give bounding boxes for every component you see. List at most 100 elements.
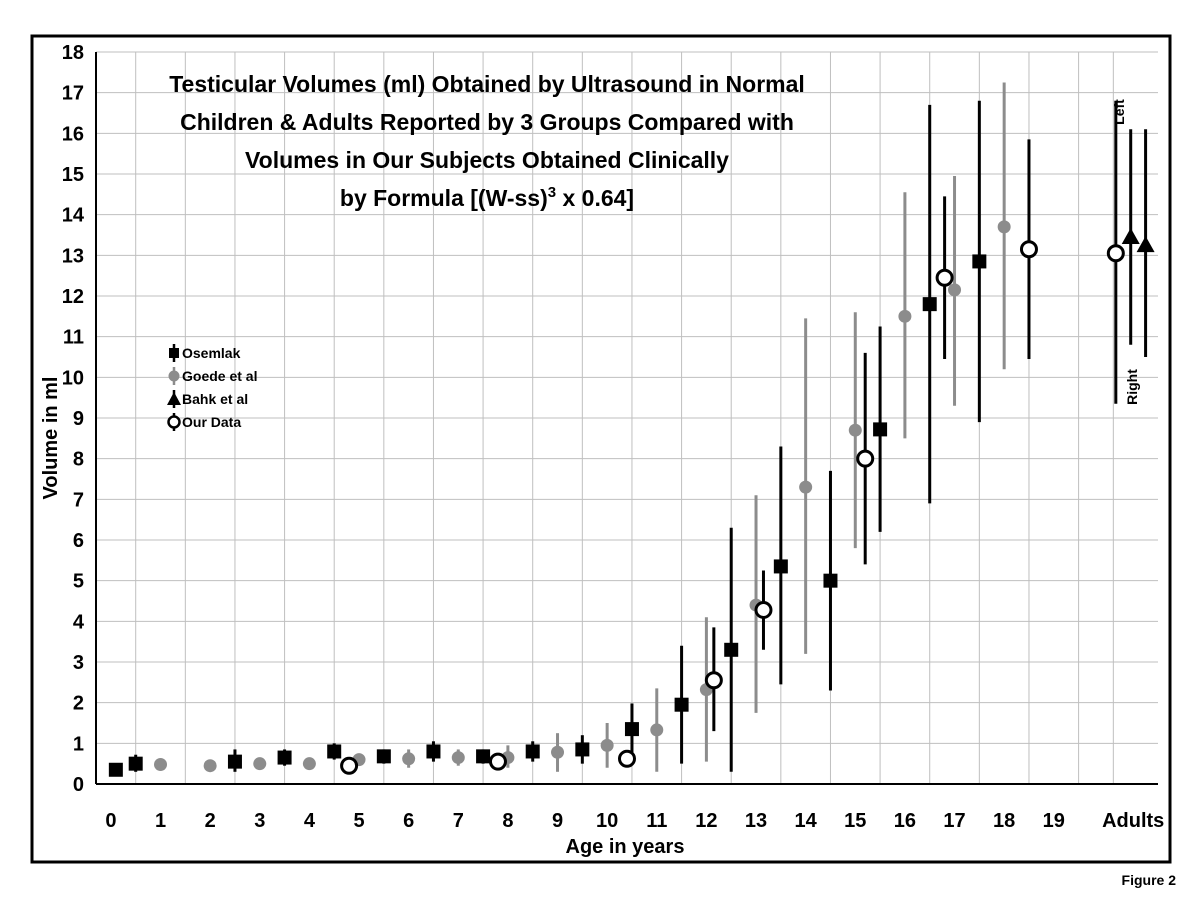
osemlak-point: [108, 762, 123, 777]
goede-point: [154, 757, 168, 771]
x-axis-title: Age in years: [566, 836, 685, 858]
goede-point: [898, 309, 912, 323]
osemlak-point: [773, 559, 788, 574]
y-tick-label: 3: [73, 652, 84, 674]
bahk-point: [1121, 228, 1140, 245]
x-tick-label: 18: [993, 810, 1015, 832]
right-side-label: Right: [1124, 369, 1140, 405]
formula-prefix: by Formula [(W-ss): [340, 185, 548, 211]
x-tick-label: 6: [403, 810, 414, 832]
y-tick-label: 2: [73, 693, 84, 715]
goede-point: [799, 480, 813, 494]
our-data-point: [856, 449, 875, 468]
legend-label: Goede et al: [182, 368, 257, 384]
x-tick-label: 16: [894, 810, 916, 832]
goede-point: [203, 759, 217, 773]
y-tick-label: 9: [73, 408, 84, 430]
y-tick-label: 13: [62, 245, 84, 267]
chart-title: Testicular Volumes (ml) Obtained by Ultr…: [169, 71, 805, 211]
y-tick-label: 14: [62, 205, 85, 227]
figure-label: Figure 2: [1121, 872, 1176, 888]
goede-point: [650, 723, 664, 737]
x-tick-label: 13: [745, 810, 767, 832]
y-tick-label: 8: [73, 449, 84, 471]
legend-label: Bahk et al: [182, 391, 248, 407]
our-data-point: [618, 749, 636, 768]
y-tick-label: 17: [62, 83, 84, 105]
y-tick-label: 7: [73, 489, 84, 511]
osemlak-point: [724, 642, 739, 657]
left-side-label: Left: [1111, 99, 1127, 125]
formula-exponent: 3: [548, 184, 556, 201]
osemlak-point: [575, 742, 590, 757]
x-tick-label: 9: [552, 810, 563, 832]
legend-label: Our Data: [182, 414, 241, 430]
legend-square-marker: [169, 348, 179, 358]
x-tick-label: 4: [304, 810, 316, 832]
bahk-point: [1136, 236, 1155, 253]
goede-point: [600, 738, 614, 752]
series-osemlak: [108, 100, 987, 777]
x-tick-label: 8: [502, 810, 513, 832]
osemlak-point: [476, 749, 491, 764]
y-tick-label: 5: [73, 571, 84, 593]
goede-point: [451, 751, 465, 765]
our-data-point: [754, 600, 773, 619]
osemlak-point: [922, 297, 937, 312]
y-tick-label: 1: [73, 733, 84, 755]
our-data-point: [340, 756, 359, 775]
y-tick-label: 4: [73, 611, 85, 633]
osemlak-point: [873, 422, 888, 437]
legend-circle-marker: [168, 370, 180, 382]
y-tick-label: 11: [63, 327, 84, 349]
our-data-point: [488, 752, 507, 771]
goede-point: [253, 757, 267, 771]
osemlak-point: [327, 744, 342, 759]
our-data-point: [704, 671, 723, 690]
osemlak-point: [624, 722, 639, 737]
side-labels: Left Right: [1111, 99, 1140, 405]
x-tick-label: 10: [596, 810, 618, 832]
series-bahk-et-al: [1121, 129, 1155, 357]
y-tick-label: 16: [62, 123, 84, 145]
goede-point: [948, 283, 962, 297]
y-tick-label: 15: [62, 164, 84, 186]
osemlak-point: [376, 749, 391, 764]
x-tick-label: 19: [1043, 810, 1065, 832]
y-axis-title: Volume in ml: [40, 377, 62, 500]
formula-suffix: x 0.64]: [556, 185, 634, 211]
goede-point: [302, 757, 316, 771]
legend-label: Osemlak: [182, 345, 241, 361]
our-data-point: [1106, 244, 1125, 263]
goede-point: [551, 745, 565, 759]
data-series: [108, 82, 1155, 777]
goede-point: [402, 752, 416, 766]
y-tick-label: 18: [62, 42, 84, 64]
osemlak-point: [823, 573, 838, 588]
x-tick-label: 0: [105, 810, 116, 832]
title-line-1: Testicular Volumes (ml) Obtained by Ultr…: [169, 71, 805, 97]
x-tick-label: 14: [795, 810, 818, 832]
x-tick-label: 15: [844, 810, 866, 832]
osemlak-point: [227, 754, 242, 769]
goede-point: [997, 220, 1011, 234]
goede-point: [848, 423, 862, 437]
y-tick-label: 0: [73, 774, 84, 796]
series-our-data: [340, 100, 1125, 775]
title-line-2: Children & Adults Reported by 3 Groups C…: [180, 109, 794, 135]
x-tick-label: 11: [646, 810, 667, 832]
x-tick-label: 1: [155, 810, 166, 832]
series-goede-et-al: [154, 82, 1011, 773]
y-tick-label: 10: [62, 367, 84, 389]
osemlak-point: [426, 744, 441, 759]
x-tick-label: 3: [254, 810, 265, 832]
our-data-point: [935, 268, 954, 287]
legend-triangle-marker: [167, 392, 181, 405]
y-tick-label: 12: [62, 286, 84, 308]
our-data-point: [1019, 240, 1038, 259]
legend: Osemlak Goede et al Bahk et al Our Data: [167, 344, 257, 431]
x-tick-label: 5: [353, 810, 364, 832]
y-tick-label: 6: [73, 530, 84, 552]
